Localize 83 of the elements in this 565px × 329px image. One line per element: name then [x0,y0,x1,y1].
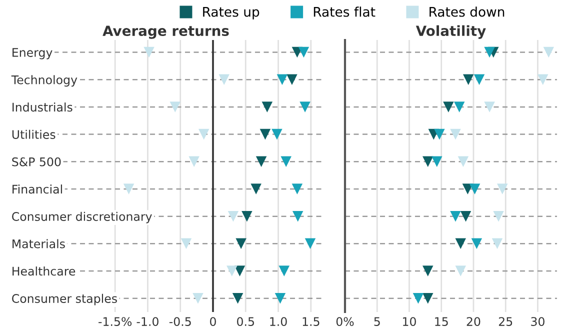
y-tick-label: Technology [11,75,78,87]
point [450,128,461,140]
point [431,156,442,168]
x-tick-label: -0.5 [169,317,191,326]
point [188,156,200,168]
point [276,74,288,86]
point [278,266,290,276]
point [123,184,134,194]
y-tick-label: Utilities [12,130,56,139]
point [484,102,495,112]
point [304,238,316,250]
y-tick-label: Consumer staples [12,294,117,306]
point [260,128,271,140]
chart-title: Average returns [102,26,229,39]
x-tick-label: 10 [403,317,416,326]
point [256,156,267,168]
point [272,128,282,140]
point [474,74,485,86]
legend-label: Rates down [430,6,504,17]
point [274,292,286,304]
point [234,266,246,276]
point [292,210,304,222]
point [286,74,298,86]
point [300,102,310,112]
point [250,184,262,194]
y-tick-label: Healthcare [12,266,76,276]
point [454,102,465,112]
point [450,210,461,222]
point [180,238,192,250]
point [460,210,472,222]
x-tick-label: 20 [466,317,480,326]
x-tick-label: 0.5 [237,317,254,326]
point [462,74,474,86]
point [232,292,244,304]
point [144,46,154,58]
x-tick-label: 1.0 [270,317,287,326]
point [218,74,230,86]
point [497,184,508,194]
legend-label: Rates up [203,7,260,20]
y-tick-label: Energy [12,48,52,60]
x-tick-label: 15 [435,317,448,326]
point [455,266,466,276]
x-tick-label: -1.5% [98,317,132,326]
point [226,266,238,276]
y-tick-label: Financial [12,184,62,194]
point [412,292,424,304]
point [236,238,246,250]
point [484,46,495,58]
point [422,292,434,304]
point [198,128,210,140]
y-tick-label: S&P 500 [12,157,61,166]
point [280,156,292,168]
point [192,292,204,304]
x-tick-label: 0 [210,317,216,326]
legend-label: Rates flat [314,6,376,17]
y-tick-label: Materials [12,239,65,248]
y-tick-label: Consumer discretionary [12,212,152,224]
point [242,210,252,222]
point [298,46,310,58]
point [458,156,469,168]
x-tick-label: 30 [531,317,544,326]
point [434,128,445,140]
point [422,156,434,168]
point [422,266,434,276]
x-tick-label: -1.0 [136,317,158,326]
chart-title: Volatility [416,25,486,39]
point [292,184,303,194]
x-tick-label: 5 [374,317,380,326]
point [537,74,548,86]
point [543,46,554,58]
point [228,210,239,222]
point [170,102,181,112]
x-tick-label: 25 [498,317,512,326]
point [443,102,454,112]
point [492,238,503,250]
point [469,184,480,194]
x-tick-label: 1.5 [302,317,320,326]
point [493,210,504,222]
point [471,238,482,250]
point [262,102,273,112]
y-tick-label: Industrials [12,102,72,112]
point [455,238,466,250]
x-tick-label: 0% [336,317,354,326]
